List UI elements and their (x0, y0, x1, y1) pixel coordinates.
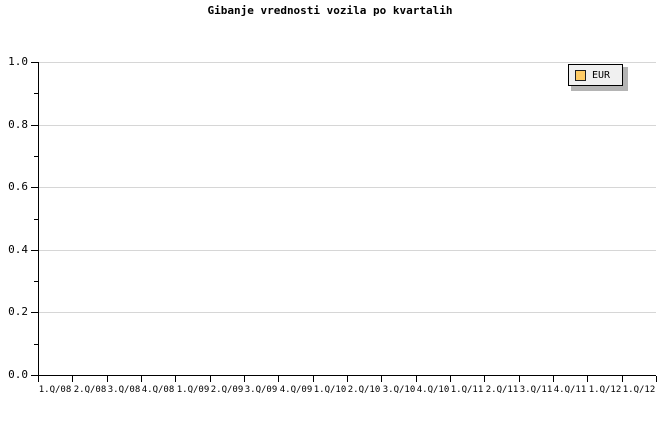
x-axis-label: 1.Q/09 (176, 385, 210, 395)
gridline (38, 125, 656, 126)
x-axis-label: 1.Q/12 (622, 385, 656, 395)
x-axis-label: 3.Q/08 (107, 385, 141, 395)
y-axis-label: 0.6 (8, 180, 28, 193)
y-axis-tick (31, 250, 38, 251)
x-axis-tick (622, 376, 623, 382)
x-axis-label: 3.Q/10 (382, 385, 416, 395)
y-axis-minor-tick (34, 156, 38, 157)
x-axis-label: 1.Q/12 (588, 385, 622, 395)
x-axis-tick (141, 376, 142, 382)
gridline (38, 62, 656, 63)
y-axis-label: 0.4 (8, 243, 28, 256)
x-axis-tick (484, 376, 485, 382)
y-axis-tick (31, 375, 38, 376)
y-axis-label: 0.2 (8, 305, 28, 318)
y-axis-tick (31, 187, 38, 188)
plot-area (38, 62, 656, 375)
x-axis-label: 2.Q/10 (347, 385, 381, 395)
x-axis-tick (416, 376, 417, 382)
x-axis-tick (381, 376, 382, 382)
chart-title: Gibanje vrednosti vozila po kvartalih (207, 4, 453, 17)
x-axis-label: 1.Q/11 (450, 385, 484, 395)
x-axis-tick (656, 376, 657, 382)
x-axis-tick (519, 376, 520, 382)
x-axis-tick (175, 376, 176, 382)
y-axis-line (38, 62, 39, 376)
x-axis-label: 2.Q/11 (485, 385, 519, 395)
chart-legend[interactable]: EUR (568, 64, 623, 86)
x-axis-label: 3.Q/11 (519, 385, 553, 395)
x-axis-line (38, 375, 656, 376)
x-axis-tick (553, 376, 554, 382)
x-axis-tick (347, 376, 348, 382)
gridline (38, 250, 656, 251)
x-axis-tick (450, 376, 451, 382)
x-axis-label: 4.Q/08 (141, 385, 175, 395)
y-axis-minor-tick (34, 219, 38, 220)
gridline (38, 312, 656, 313)
legend-label: EUR (592, 69, 611, 81)
y-axis-tick (31, 62, 38, 63)
y-axis-tick (31, 312, 38, 313)
x-axis-tick (313, 376, 314, 382)
y-axis-minor-tick (34, 281, 38, 282)
x-axis-label: 4.Q/09 (279, 385, 313, 395)
x-axis-label: 2.Q/09 (210, 385, 244, 395)
x-axis-tick (244, 376, 245, 382)
x-axis-tick (38, 376, 39, 382)
x-axis-tick (587, 376, 588, 382)
x-axis-label: 1.Q/08 (38, 385, 72, 395)
x-axis-label: 4.Q/10 (416, 385, 450, 395)
x-axis-label: 1.Q/10 (313, 385, 347, 395)
x-axis-label: 4.Q/11 (553, 385, 587, 395)
gridline (38, 187, 656, 188)
y-axis-label: 1.0 (8, 55, 28, 68)
y-axis-minor-tick (34, 344, 38, 345)
x-axis-tick (107, 376, 108, 382)
y-axis-label: 0.0 (8, 368, 28, 381)
legend-swatch-icon (575, 69, 586, 81)
y-axis-minor-tick (34, 93, 38, 94)
x-axis-tick (210, 376, 211, 382)
x-axis-tick (72, 376, 73, 382)
y-axis-tick (31, 125, 38, 126)
x-axis-tick (278, 376, 279, 382)
x-axis-label: 3.Q/09 (244, 385, 278, 395)
y-axis-label: 0.8 (8, 118, 28, 131)
x-axis-label: 2.Q/08 (73, 385, 107, 395)
